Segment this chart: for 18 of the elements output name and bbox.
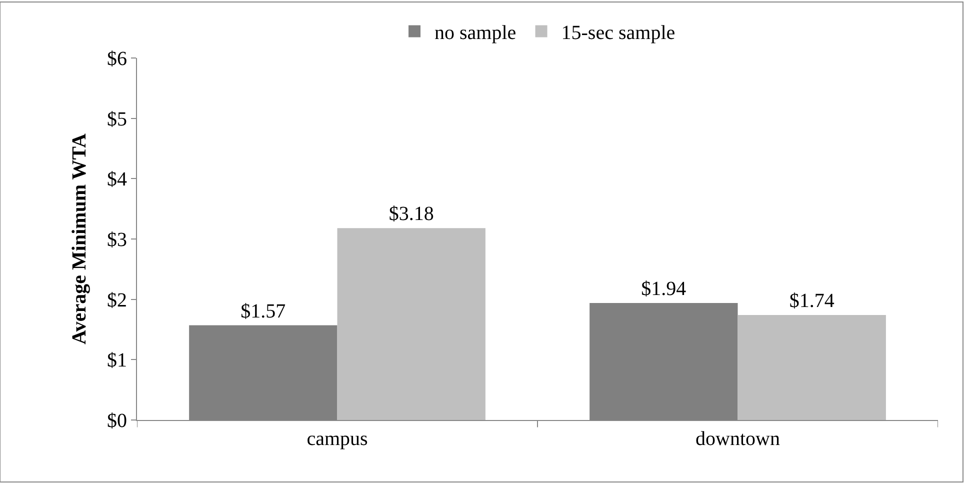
- data-label: $1.57: [240, 300, 286, 322]
- x-tick-label: campus: [306, 428, 368, 450]
- y-tick-label: $3: [107, 229, 127, 251]
- y-tick-label: $0: [107, 410, 127, 432]
- y-tick-label: $5: [107, 108, 127, 130]
- data-label: $1.94: [641, 278, 686, 300]
- legend-label: no sample: [434, 22, 516, 44]
- y-tick-label: $1: [107, 350, 127, 372]
- y-tick-label: $6: [107, 48, 127, 70]
- y-axis-title: Average Minimum WTA: [68, 132, 90, 345]
- x-tick-label: downtown: [696, 428, 780, 450]
- data-label: $3.18: [388, 203, 434, 226]
- data-label: $1.74: [789, 290, 834, 312]
- y-tick-label: $4: [107, 168, 127, 191]
- legend-label: 15-sec sample: [561, 22, 676, 44]
- bar: [337, 228, 486, 420]
- bar: [738, 315, 886, 420]
- y-tick-label: $2: [107, 289, 127, 312]
